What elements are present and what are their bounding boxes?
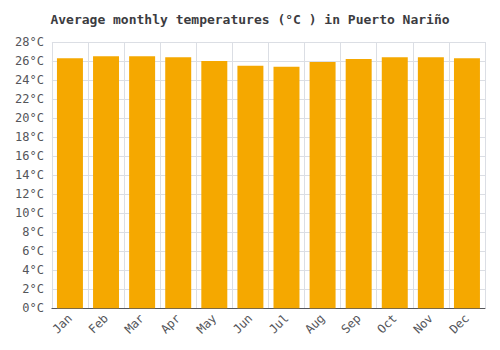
svg-text:Mar: Mar <box>122 311 147 336</box>
svg-text:Oct: Oct <box>375 311 400 336</box>
svg-text:18°C: 18°C <box>15 130 44 144</box>
svg-text:26°C: 26°C <box>15 54 44 68</box>
svg-text:20°C: 20°C <box>15 111 44 125</box>
svg-text:Jul: Jul <box>266 311 291 336</box>
svg-text:2°C: 2°C <box>22 282 44 296</box>
svg-text:Average monthly temperatures (: Average monthly temperatures (°C ) in Pu… <box>50 12 449 27</box>
svg-text:Dec: Dec <box>447 311 472 336</box>
svg-text:12°C: 12°C <box>15 187 44 201</box>
svg-text:Nov: Nov <box>411 311 436 336</box>
svg-text:May: May <box>194 311 219 336</box>
svg-text:Apr: Apr <box>158 311 183 336</box>
svg-text:Feb: Feb <box>86 311 111 336</box>
svg-text:4°C: 4°C <box>22 263 44 277</box>
svg-text:Jan: Jan <box>50 311 75 336</box>
svg-text:16°C: 16°C <box>15 149 44 163</box>
svg-text:14°C: 14°C <box>15 168 44 182</box>
svg-text:Jun: Jun <box>230 311 255 336</box>
svg-text:24°C: 24°C <box>15 73 44 87</box>
svg-text:Aug: Aug <box>302 311 327 336</box>
svg-text:0°C: 0°C <box>22 301 44 315</box>
svg-text:6°C: 6°C <box>22 244 44 258</box>
svg-text:28°C: 28°C <box>15 35 44 49</box>
svg-text:Sep: Sep <box>338 311 363 336</box>
svg-text:22°C: 22°C <box>15 92 44 106</box>
svg-text:10°C: 10°C <box>15 206 44 220</box>
svg-text:8°C: 8°C <box>22 225 44 239</box>
